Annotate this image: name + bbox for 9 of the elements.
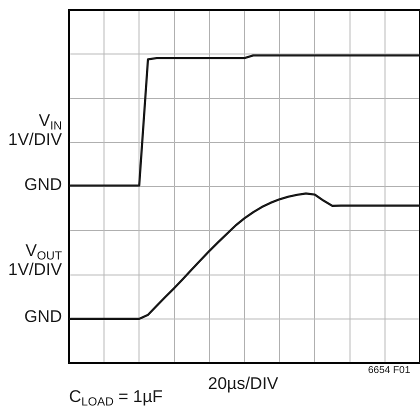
text: GND	[23, 307, 62, 326]
text: V$_{IN}$	[38, 111, 62, 133]
text: 1V/DIV	[7, 130, 62, 149]
text: GND	[23, 175, 62, 194]
text: 20µs/DIV	[208, 374, 278, 393]
text: V$_{OUT}$	[26, 241, 62, 263]
text: C$_{LOAD}$ = 1µF	[69, 387, 163, 409]
text: 6654 F01	[368, 365, 410, 376]
text: 1V/DIV	[7, 260, 62, 279]
